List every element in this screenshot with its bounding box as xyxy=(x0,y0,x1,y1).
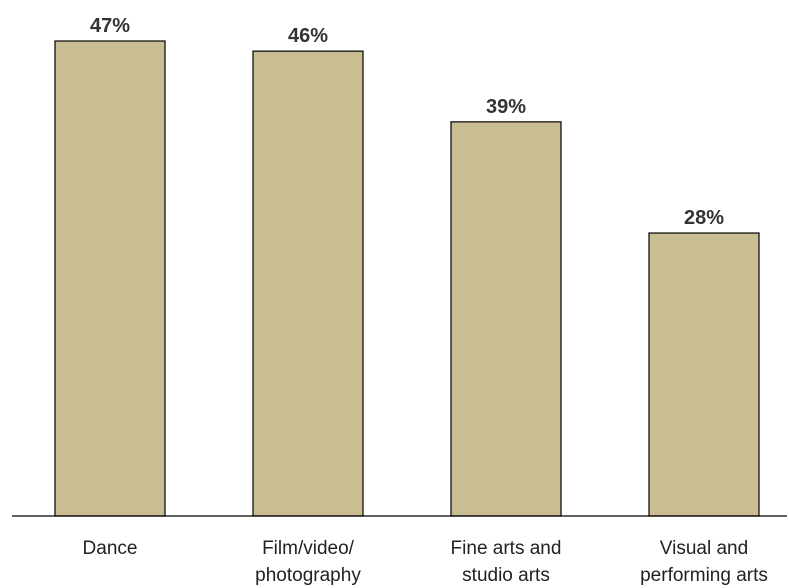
value-labels-group: 47% 46% 39% 28% xyxy=(90,15,724,229)
value-label-2: 39% xyxy=(486,96,526,118)
category-label-2-line-0: Fine arts and xyxy=(451,538,562,559)
bar-3 xyxy=(648,232,760,517)
bars-group xyxy=(54,40,760,517)
value-label-0: 47% xyxy=(90,15,130,37)
category-label-3-line-1: performing arts xyxy=(640,565,768,586)
bar-2 xyxy=(450,121,562,517)
bar-1 xyxy=(252,50,364,517)
category-label-1-line-1: photography xyxy=(255,565,361,586)
value-label-3: 28% xyxy=(684,207,724,229)
category-label-3-line-0: Visual and xyxy=(660,538,748,559)
bar-0 xyxy=(54,40,166,517)
value-label-1: 46% xyxy=(288,25,328,47)
category-label-0-line-0: Dance xyxy=(83,538,138,559)
category-label-2-line-1: studio arts xyxy=(462,565,550,586)
category-label-1-line-0: Film/video/ xyxy=(262,538,355,559)
category-labels-group: Dance Film/video/photography Fine arts and… xyxy=(83,538,768,586)
